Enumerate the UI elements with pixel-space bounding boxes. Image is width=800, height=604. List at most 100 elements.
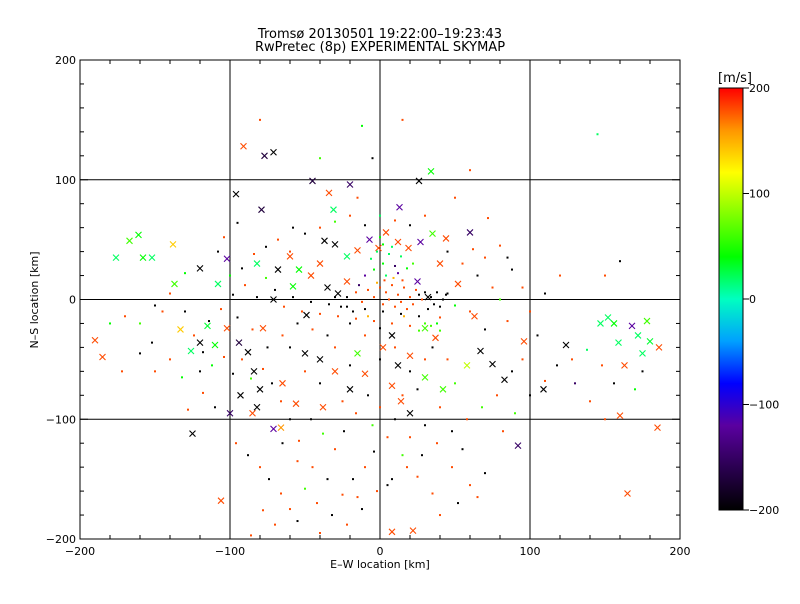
data-point-dot bbox=[355, 317, 357, 320]
data-point-dot bbox=[439, 406, 441, 409]
data-point-cross bbox=[237, 391, 244, 399]
data-point-dot bbox=[436, 322, 438, 325]
colorbar-ticks: 200 100 0 −100 −200 bbox=[743, 82, 779, 517]
data-point-dot bbox=[454, 304, 456, 307]
data-point-dot bbox=[304, 232, 306, 235]
cross-stroke bbox=[346, 385, 354, 393]
data-point-dot bbox=[416, 388, 419, 391]
cross-stroke bbox=[463, 361, 471, 369]
data-point-dot bbox=[476, 496, 479, 499]
data-point-dot bbox=[409, 436, 411, 439]
cross-stroke bbox=[397, 397, 405, 405]
data-point-dot bbox=[236, 316, 239, 319]
data-point-cross bbox=[279, 379, 286, 387]
cross-stroke bbox=[439, 385, 447, 393]
data-point-dot bbox=[379, 406, 381, 409]
cross-stroke bbox=[421, 373, 429, 381]
cross-stroke bbox=[610, 320, 618, 327]
data-point-dot bbox=[439, 316, 441, 319]
data-point-dot bbox=[385, 274, 387, 277]
data-point-dot bbox=[181, 376, 183, 379]
data-point-dot bbox=[259, 118, 261, 121]
data-point-dot bbox=[232, 372, 234, 375]
data-point-dot bbox=[193, 334, 195, 337]
data-point-cross bbox=[270, 425, 277, 433]
data-point-cross bbox=[562, 341, 570, 349]
data-point-dot bbox=[409, 224, 411, 227]
data-point-dot bbox=[301, 310, 303, 313]
data-point-cross bbox=[396, 203, 403, 211]
cross-stroke bbox=[177, 326, 184, 333]
data-point-dot bbox=[392, 276, 395, 279]
data-point-cross bbox=[277, 424, 285, 432]
data-point-dot bbox=[277, 238, 279, 241]
data-point-dot bbox=[466, 418, 468, 421]
data-point-cross bbox=[421, 373, 429, 381]
data-point-cross bbox=[240, 142, 247, 150]
data-point-cross bbox=[615, 339, 622, 346]
cross-stroke bbox=[655, 344, 663, 351]
data-point-dot bbox=[484, 472, 486, 475]
data-point-dot bbox=[491, 286, 494, 289]
data-point-dot bbox=[409, 296, 411, 299]
data-point-dot bbox=[446, 358, 449, 361]
data-point-dot bbox=[499, 298, 501, 301]
data-point-cross bbox=[307, 272, 315, 279]
data-point-cross bbox=[436, 260, 444, 267]
data-point-dot bbox=[397, 293, 399, 296]
data-point-cross bbox=[414, 278, 421, 285]
colorbar-tick-label: −100 bbox=[749, 399, 779, 412]
data-point-cross bbox=[388, 528, 396, 536]
data-point-cross bbox=[112, 254, 120, 261]
cross-stroke bbox=[415, 177, 423, 185]
data-point-cross bbox=[253, 403, 261, 411]
data-point-dot bbox=[619, 260, 621, 263]
data-point-cross bbox=[171, 280, 178, 288]
data-point-cross bbox=[274, 266, 282, 273]
data-point-dot bbox=[281, 442, 284, 445]
cross-stroke bbox=[346, 181, 354, 188]
cross-stroke bbox=[148, 254, 156, 261]
data-point-dot bbox=[346, 305, 348, 308]
data-point-dot bbox=[476, 274, 479, 277]
data-point-dot bbox=[559, 274, 561, 277]
cross-stroke bbox=[520, 338, 528, 345]
data-point-dot bbox=[589, 400, 591, 403]
data-point-dot bbox=[361, 300, 363, 303]
data-point-dot bbox=[436, 442, 438, 445]
cross-stroke bbox=[126, 237, 133, 245]
data-point-dot bbox=[169, 292, 171, 295]
data-point-dot bbox=[124, 315, 126, 318]
data-point-cross bbox=[223, 324, 231, 332]
data-point-dot bbox=[461, 448, 464, 451]
data-point-cross bbox=[330, 206, 337, 214]
data-point-cross bbox=[442, 235, 450, 242]
data-point-dot bbox=[401, 394, 404, 397]
data-point-dot bbox=[385, 291, 387, 294]
data-point-dot bbox=[391, 322, 393, 325]
y-axis-label: N–S location [km] bbox=[28, 251, 41, 348]
data-point-dot bbox=[406, 308, 408, 311]
data-point-cross bbox=[471, 312, 478, 320]
cross-stroke bbox=[394, 361, 402, 369]
data-point-dot bbox=[304, 487, 306, 490]
colorbar-tick-label: 100 bbox=[749, 188, 770, 201]
data-points bbox=[91, 118, 663, 537]
data-point-dot bbox=[394, 305, 396, 308]
cross-stroke bbox=[232, 190, 240, 198]
cross-stroke bbox=[406, 352, 414, 360]
data-point-cross bbox=[244, 348, 252, 356]
data-point-dot bbox=[376, 281, 378, 284]
cross-stroke bbox=[388, 382, 396, 390]
data-point-cross bbox=[177, 326, 184, 333]
data-point-cross bbox=[361, 370, 369, 378]
data-point-cross bbox=[540, 385, 547, 393]
cross-stroke bbox=[379, 344, 387, 351]
data-point-dot bbox=[334, 346, 336, 349]
data-point-cross bbox=[235, 339, 243, 346]
data-point-dot bbox=[253, 252, 255, 255]
data-point-dot bbox=[521, 286, 524, 289]
cross-stroke bbox=[405, 244, 412, 252]
cross-stroke bbox=[639, 349, 646, 357]
data-point-cross bbox=[382, 229, 390, 236]
